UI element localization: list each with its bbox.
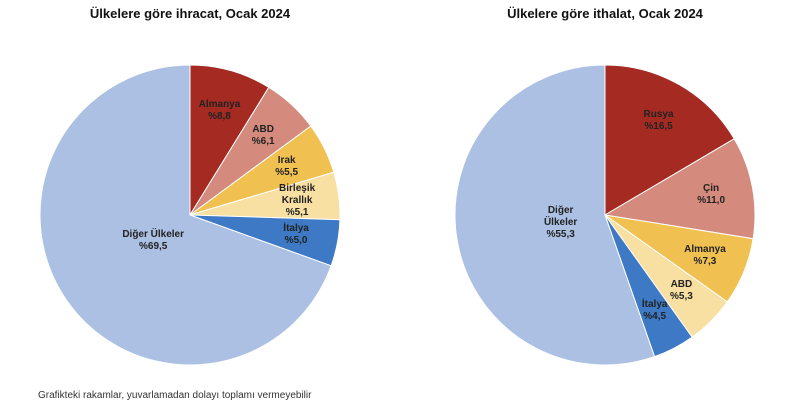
slice-category: ABD — [670, 279, 693, 291]
slice-value: %5,0 — [284, 235, 308, 247]
slice-label: İtalya %5,0 — [283, 223, 309, 247]
slice-value: %5,3 — [670, 291, 693, 303]
slice-category: İtalya — [283, 223, 309, 235]
slice-category: Çin — [703, 182, 720, 194]
pie-slice — [454, 64, 656, 366]
slice-value: %55,3 — [546, 228, 575, 240]
slice-value: %8,8 — [208, 111, 231, 123]
pie-slice — [39, 64, 332, 366]
slice-value: %5,5 — [275, 166, 299, 178]
slice-category: Almanya — [198, 99, 241, 111]
slice-label: Almanya %7,3 — [684, 244, 726, 268]
slice-label: ABD %6,1 — [252, 124, 275, 148]
pie-slice — [603, 138, 756, 240]
slice-value: %16,5 — [644, 121, 673, 133]
slice-category: ABD — [252, 123, 275, 135]
slice-category: Irak — [277, 154, 296, 166]
slice-value: %4,5 — [643, 310, 667, 322]
slice-category: Diğer Ülkeler — [122, 228, 185, 240]
slice-value: %6,1 — [251, 135, 275, 147]
slice-value: %69,5 — [138, 240, 168, 252]
slice-label: Rusya %16,5 — [644, 109, 674, 133]
slice-label: Almanya %8,8 — [199, 99, 241, 123]
slice-value: %7,3 — [693, 255, 717, 267]
slice-label: ABD %5,3 — [670, 279, 693, 303]
slice-label: Birleşik Krallık %5,1 — [279, 183, 315, 219]
slice-label: Çin %11,0 — [697, 183, 725, 207]
slice-label: Diğer Ülkeler %69,5 — [122, 229, 184, 253]
chart-title: Ülkelere göre ithalat, Ocak 2024 — [507, 6, 703, 21]
slice-category: İtalya — [641, 298, 668, 310]
slice-label: İtalya %4,5 — [642, 299, 668, 323]
chart-title: Ülkelere göre ihracat, Ocak 2024 — [89, 6, 291, 21]
slice-category: Rusya — [643, 109, 674, 121]
slice-label: Irak %5,5 — [275, 155, 298, 179]
slice-category: Birleşik Krallık — [279, 183, 316, 207]
slice-label: Diğer Ülkeler %55,3 — [544, 205, 577, 241]
slice-category: Diğer Ülkeler — [543, 204, 578, 228]
slice-value: %5,1 — [285, 207, 309, 219]
pie-slice — [604, 64, 735, 216]
slice-category: Almanya — [684, 243, 726, 255]
pie-slice — [189, 64, 270, 217]
footnote: Grafikteki rakamlar, yuvarlamadan dolayı… — [38, 390, 312, 401]
slice-value: %11,0 — [697, 194, 726, 206]
